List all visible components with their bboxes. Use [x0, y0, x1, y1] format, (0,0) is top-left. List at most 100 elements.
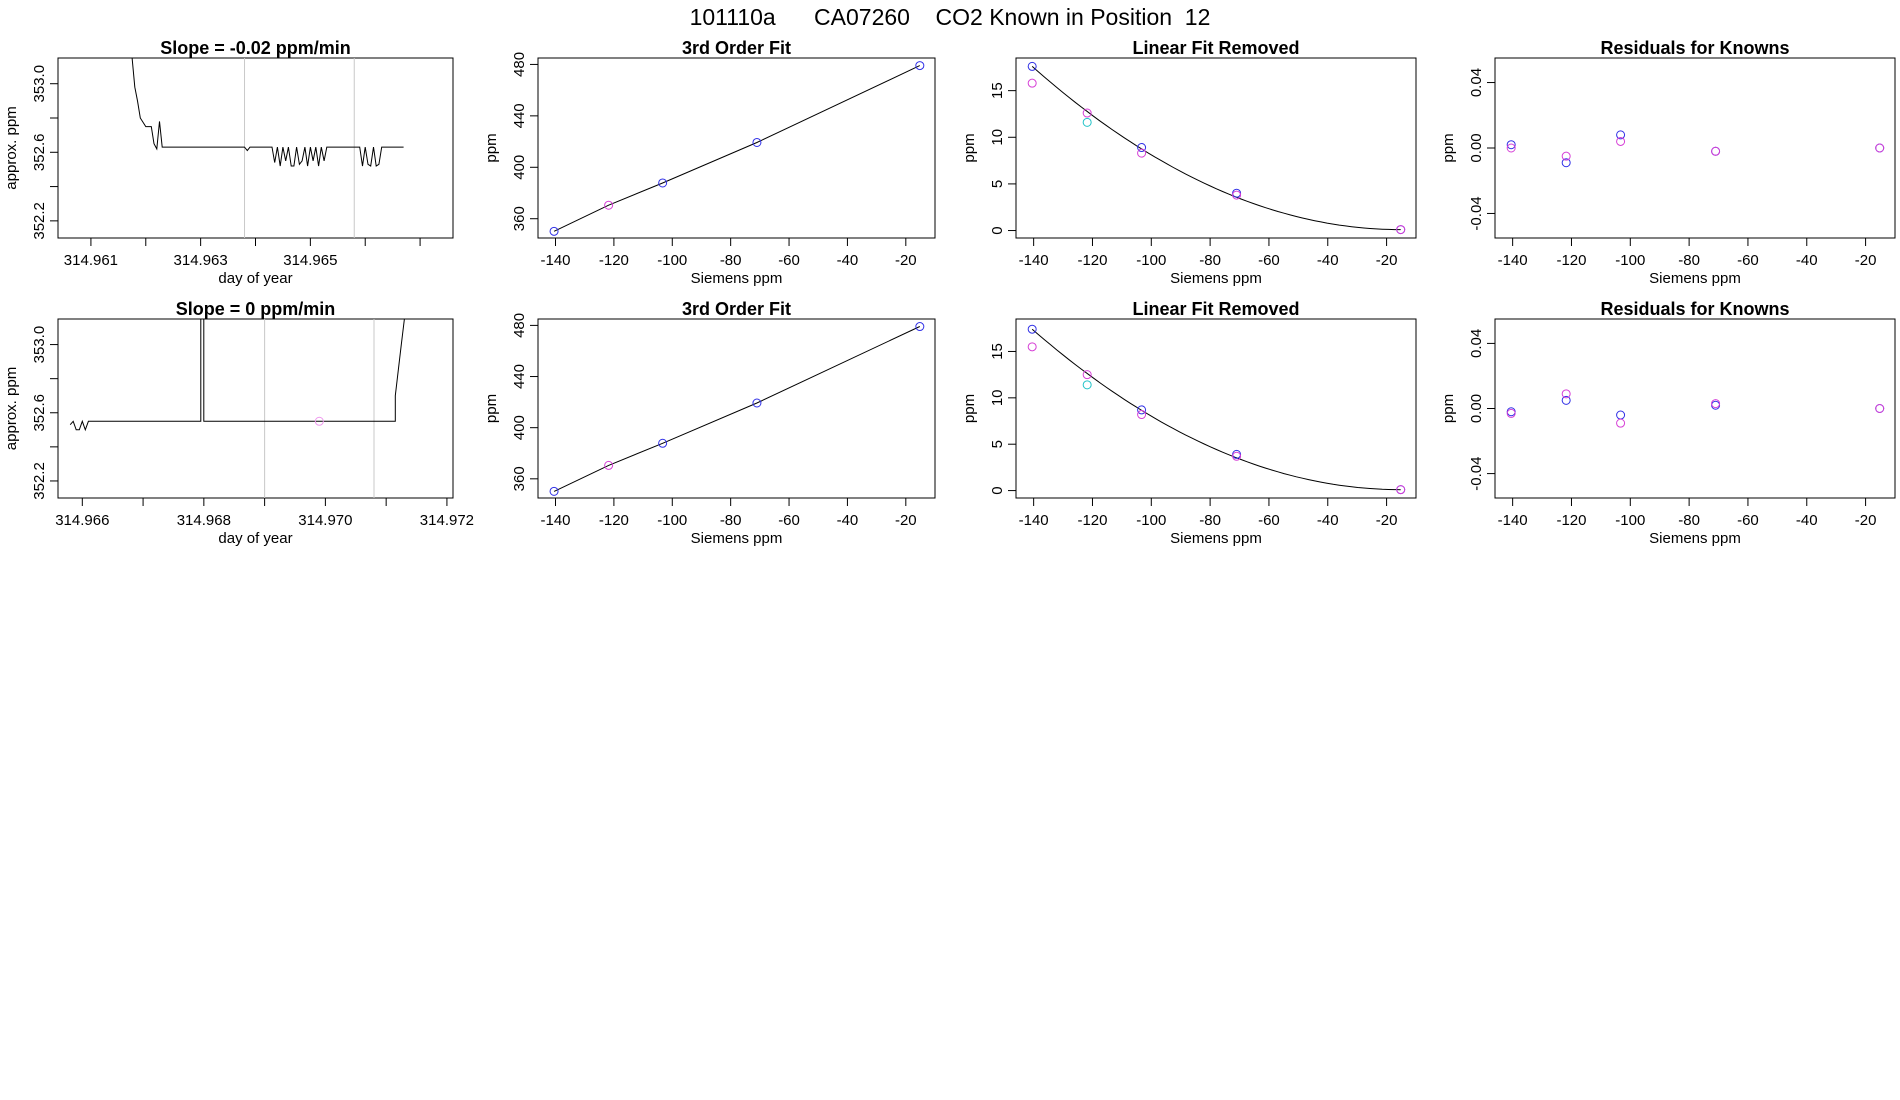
panel-7-x-tick-label: -120	[1077, 512, 1107, 529]
panel-6-data-point	[752, 398, 762, 408]
panel-2-x-axis-label: Siemens ppm	[691, 270, 783, 287]
panel-3-y-tick-label: 5	[989, 180, 1006, 188]
panel-7-data-point	[1232, 451, 1242, 461]
panel-2-data-point	[915, 61, 925, 71]
panel-4-y-tick-label: 0.00	[1468, 133, 1485, 162]
panel-7-fit-curve	[1031, 328, 1401, 491]
panel-7-data-point	[1232, 449, 1242, 459]
panel-3-x-tick-label: -40	[1317, 252, 1339, 269]
panel-6-x-tick-label: -20	[895, 512, 917, 529]
panel-2-data-point	[549, 226, 559, 236]
panel-1-y-tick-label: 353.0	[31, 65, 48, 103]
panel-8-y-axis-label: ppm	[1440, 394, 1457, 423]
panel-4-x-axis-label: Siemens ppm	[1649, 270, 1741, 287]
panel-5-x-tick-label: 314.972	[420, 512, 474, 529]
panel-2-chart-title: 3rd Order Fit	[682, 38, 791, 58]
panel-8-x-tick-label: -120	[1556, 512, 1586, 529]
panel-7-plot-frame	[1015, 318, 1417, 499]
figure-title: 101110a CA07260 CO2 Known in Position 12	[689, 4, 1211, 30]
panel-5-y-tick-label: 352.6	[31, 394, 48, 432]
panel-6-x-tick-label: -140	[540, 512, 570, 529]
panel-1-x-tick-label: 314.961	[64, 252, 118, 269]
panel-1-chart-title: Slope = -0.02 ppm/min	[160, 38, 351, 58]
panel-4-data-point	[1506, 140, 1516, 150]
panel-2-plot-frame	[537, 57, 936, 239]
panel-7-y-axis-label: ppm	[961, 394, 978, 423]
panel-3-x-tick-label: -100	[1136, 252, 1166, 269]
panel-4-y-axis-label: ppm	[1440, 133, 1457, 162]
panel-8-data-point	[1711, 399, 1721, 409]
panel-8-data-point	[1506, 408, 1516, 418]
panel-8-y-tick-label: -0.04	[1468, 456, 1485, 490]
panel-2-x-tick-label: -80	[720, 252, 742, 269]
panel-5-x-tick-label: 314.968	[177, 512, 231, 529]
panel-2-x-tick-label: -20	[895, 252, 917, 269]
panel-5-data-point	[314, 416, 324, 426]
panel-4-y-tick-label: -0.04	[1468, 196, 1485, 230]
panel-7-y-tick-label: 0	[989, 486, 1006, 494]
panel-8-data-point	[1616, 418, 1626, 428]
panel-1-y-tick-label: 352.6	[31, 134, 48, 172]
panel-6-data-point	[915, 322, 925, 332]
panel-5-chart-title: Slope = 0 ppm/min	[176, 299, 336, 319]
panel-6-data-point	[604, 460, 614, 470]
panel-4-x-tick-label: -100	[1615, 252, 1645, 269]
panel-7-x-tick-label: -60	[1258, 512, 1280, 529]
panel-6-plot-frame	[537, 318, 936, 499]
panel-1-x-axis-label: day of year	[218, 270, 292, 287]
panel-8-plot-frame	[1494, 318, 1896, 499]
panel-5-series-line-1	[69, 319, 408, 432]
panel-3-x-tick-label: -140	[1019, 252, 1049, 269]
panel-4-data-point	[1506, 143, 1516, 153]
panel-1-x-tick-label: 314.965	[283, 252, 337, 269]
panel-7-data-point	[1082, 370, 1092, 380]
panel-4-data-point	[1875, 143, 1885, 153]
panel-7-x-tick-label: -40	[1317, 512, 1339, 529]
panel-3-data-point	[1232, 188, 1242, 198]
panel-3-y-tick-label: 0	[989, 226, 1006, 234]
panel-6-y-tick-label: 440	[511, 364, 528, 389]
panel-8-x-tick-label: -140	[1498, 512, 1528, 529]
panel-7-y-tick-label: 10	[989, 389, 1006, 406]
panel-8-x-tick-label: -20	[1855, 512, 1877, 529]
panel-4-y-tick-label: 0.04	[1468, 68, 1485, 97]
panel-4-data-point	[1616, 136, 1626, 146]
panel-8-data-point	[1875, 404, 1885, 413]
panel-3-data-point	[1396, 225, 1406, 235]
panel-7-data-point	[1027, 342, 1037, 352]
panel-4-x-tick-label: -60	[1737, 252, 1759, 269]
panel-6-x-tick-label: -40	[837, 512, 859, 529]
panel-8-x-axis-label: Siemens ppm	[1649, 530, 1741, 547]
panel-7-x-tick-label: -20	[1376, 512, 1398, 529]
panel-3-data-point	[1027, 61, 1037, 71]
panel-1-plot-frame	[57, 57, 454, 239]
panel-5-x-axis-label: day of year	[218, 530, 292, 547]
panel-4-data-point	[1561, 158, 1571, 168]
panel-8-y-tick-label: 0.00	[1468, 394, 1485, 423]
panel-2-fit-curve	[553, 65, 921, 232]
panel-4-data-point	[1561, 151, 1571, 161]
panel-3-y-axis-label: ppm	[961, 133, 978, 162]
panel-3-y-tick-label: 15	[989, 82, 1006, 99]
panel-6-x-tick-label: -120	[599, 512, 629, 529]
panel-1-x-tick-label: 314.963	[174, 252, 228, 269]
panel-4-x-tick-label: -20	[1855, 252, 1877, 269]
panel-8-x-tick-label: -100	[1615, 512, 1645, 529]
panel-3-data-point	[1027, 78, 1037, 88]
panel-6-x-axis-label: Siemens ppm	[691, 530, 783, 547]
panel-7-data-point	[1396, 485, 1406, 495]
panel-7-x-axis-label: Siemens ppm	[1170, 530, 1262, 547]
panel-8-chart-title: Residuals for Knowns	[1600, 299, 1789, 319]
panel-3-chart-title: Linear Fit Removed	[1132, 38, 1299, 58]
panel-4-x-tick-label: -140	[1498, 252, 1528, 269]
panel-2-x-tick-label: -60	[778, 252, 800, 269]
panel-1-y-axis-label: approx. ppm	[3, 106, 20, 189]
panel-3-fit-curve	[1031, 66, 1401, 231]
panel-5-y-tick-label: 353.0	[31, 326, 48, 364]
panel-5-x-tick-label: 314.970	[298, 512, 352, 529]
panel-3-y-tick-label: 10	[989, 129, 1006, 146]
panel-6-x-tick-label: -80	[720, 512, 742, 529]
panel-7-chart-title: Linear Fit Removed	[1132, 299, 1299, 319]
panel-8-y-tick-label: 0.04	[1468, 329, 1485, 358]
